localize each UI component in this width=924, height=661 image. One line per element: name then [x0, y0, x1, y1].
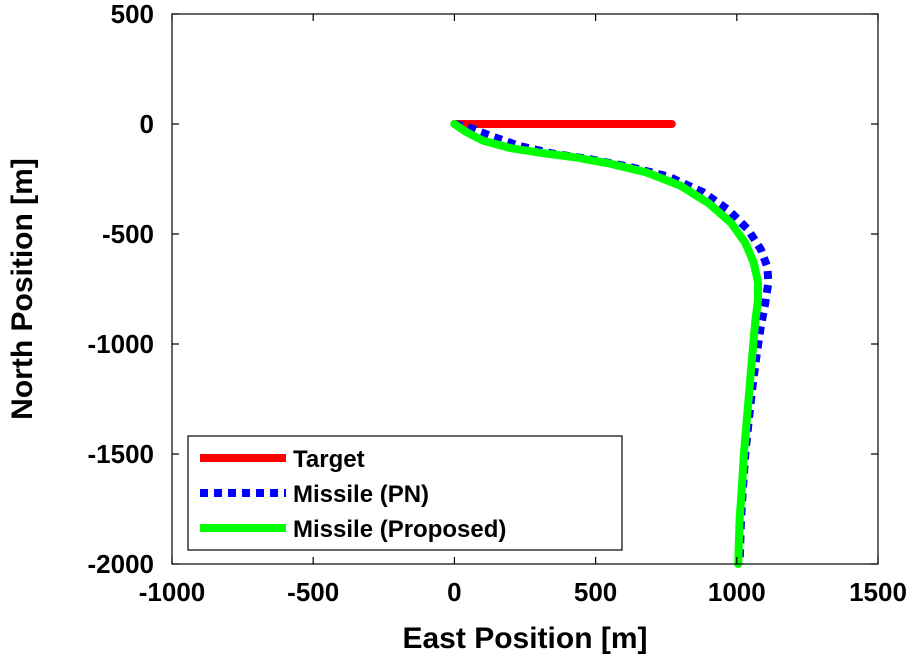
y-tick-label: -2000 [88, 549, 155, 579]
legend-label-missile-proposed: Missile (Proposed) [293, 516, 506, 543]
x-tick-label: 1000 [708, 577, 766, 607]
y-tick-label: 500 [111, 0, 154, 29]
chart: -1000 -500 0 500 1000 1500 -2000 -1500 -1000 -500… [0, 0, 924, 661]
x-tick-label: 1500 [849, 577, 907, 607]
x-tick-label: -1000 [139, 577, 206, 607]
y-tick-label: -1000 [88, 329, 155, 359]
y-tick-label: -1500 [88, 439, 155, 469]
y-tick-label: 0 [140, 109, 154, 139]
x-axis-label: East Position [m] [402, 622, 647, 655]
y-axis-label: North Position [m] [6, 158, 39, 420]
legend: Target Missile (PN) Missile (Proposed) [188, 436, 622, 550]
legend-label-missile-pn: Missile (PN) [293, 481, 429, 508]
x-tick-label: 500 [574, 577, 617, 607]
x-tick-label: -500 [287, 577, 339, 607]
x-tick-label: 0 [447, 577, 461, 607]
legend-label-target: Target [293, 446, 365, 473]
y-tick-label: -500 [102, 219, 154, 249]
